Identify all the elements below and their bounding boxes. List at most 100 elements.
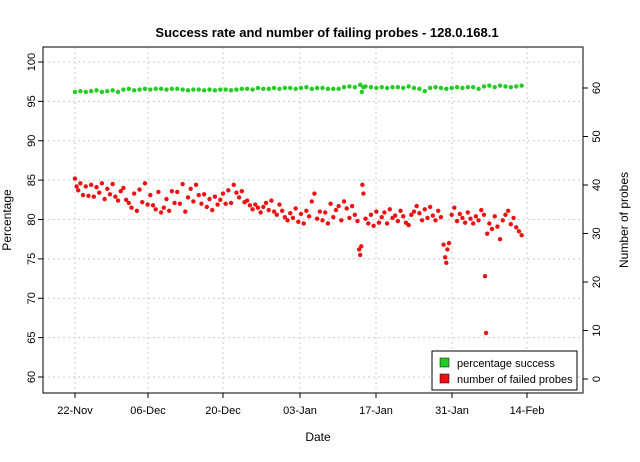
failed-point [274, 212, 279, 217]
failed-point [470, 221, 476, 226]
failed-point [487, 221, 492, 226]
success-point [481, 84, 487, 89]
failed-point [519, 233, 524, 238]
failed-point [425, 215, 430, 221]
success-point [454, 85, 460, 90]
failed-point [328, 201, 333, 206]
failed-point [188, 186, 193, 191]
failed-point [261, 204, 266, 210]
failed-point [293, 206, 298, 211]
failed-point [438, 214, 444, 220]
failed-point [382, 210, 387, 215]
failed-point [253, 202, 258, 207]
failed-point [357, 252, 363, 258]
failed-point [131, 191, 137, 196]
failed-point [244, 198, 250, 203]
success-point [304, 85, 309, 90]
success-point [325, 86, 331, 91]
failed-point [301, 221, 306, 226]
left-tick-label: 70 [26, 292, 38, 304]
right-tick-label: 0 [591, 376, 603, 382]
failed-point [266, 207, 271, 213]
failed-point [446, 240, 452, 246]
success-point [487, 83, 492, 88]
failed-point [359, 244, 364, 249]
failed-point [482, 274, 488, 279]
success-point [121, 87, 126, 92]
success-point [78, 88, 83, 94]
failed-point [158, 210, 164, 215]
left-tick-label: 80 [26, 213, 38, 225]
x-tick-label: 03-Jan [283, 405, 317, 417]
failed-point [137, 187, 142, 192]
success-point [379, 85, 384, 90]
failed-point [72, 176, 78, 181]
x-tick-label: 22-Nov [57, 405, 93, 417]
failed-point [449, 212, 454, 217]
failed-point [288, 211, 293, 216]
failed-point [250, 207, 255, 212]
success-point [201, 88, 207, 93]
failed-point [392, 213, 398, 218]
left-tick-label: 85 [26, 174, 38, 186]
failed-point [430, 213, 436, 218]
success-point [417, 86, 422, 91]
success-point [261, 86, 266, 91]
failed-point [484, 231, 490, 236]
failed-point [344, 206, 349, 211]
failed-point [361, 191, 366, 196]
failed-point [379, 214, 384, 220]
failed-point [349, 203, 355, 209]
success-point [175, 86, 180, 91]
failed-point [94, 185, 99, 190]
success-point [514, 84, 519, 89]
success-point [271, 85, 277, 91]
right-tick-label: 60 [591, 82, 603, 94]
failed-point [129, 205, 134, 210]
failed-point [436, 208, 441, 214]
success-point [438, 85, 444, 91]
failed-point [271, 209, 277, 214]
chart-title: Success rate and number of failing probe… [155, 25, 498, 40]
success-point [293, 86, 298, 91]
x-tick-label: 06-Dec [130, 405, 166, 417]
x-tick-label: 17-Jan [359, 405, 393, 417]
failed-point [395, 218, 401, 224]
failed-point [411, 209, 417, 214]
success-point [126, 86, 132, 91]
success-point [359, 89, 365, 95]
failed-point [500, 218, 505, 223]
success-point [309, 86, 314, 91]
failed-point [282, 214, 288, 220]
failed-point [298, 211, 304, 217]
failed-point [247, 203, 253, 208]
failed-point [296, 219, 301, 225]
success-point [444, 86, 449, 91]
failed-point [441, 242, 446, 247]
failed-point [134, 208, 140, 214]
failed-point [492, 214, 497, 219]
failed-point [462, 220, 468, 225]
success-point [115, 89, 121, 95]
success-point [255, 85, 261, 91]
success-point [401, 85, 406, 91]
failed-point [199, 201, 204, 206]
failed-point [86, 193, 91, 199]
failed-point [476, 218, 481, 223]
failed-point [314, 216, 320, 221]
success-point [331, 86, 336, 91]
y-axis-label-left: Percentage [0, 189, 14, 251]
failed-point [409, 212, 414, 217]
failed-point [473, 214, 479, 219]
x-tick-label: 14-Feb [510, 405, 545, 417]
failed-point [489, 226, 495, 232]
failed-point [371, 223, 376, 228]
right-tick-label: 40 [591, 179, 603, 191]
success-point [298, 85, 304, 91]
failed-point [414, 203, 419, 209]
failed-point [508, 222, 514, 227]
failed-point [444, 260, 449, 266]
success-point [465, 85, 471, 90]
